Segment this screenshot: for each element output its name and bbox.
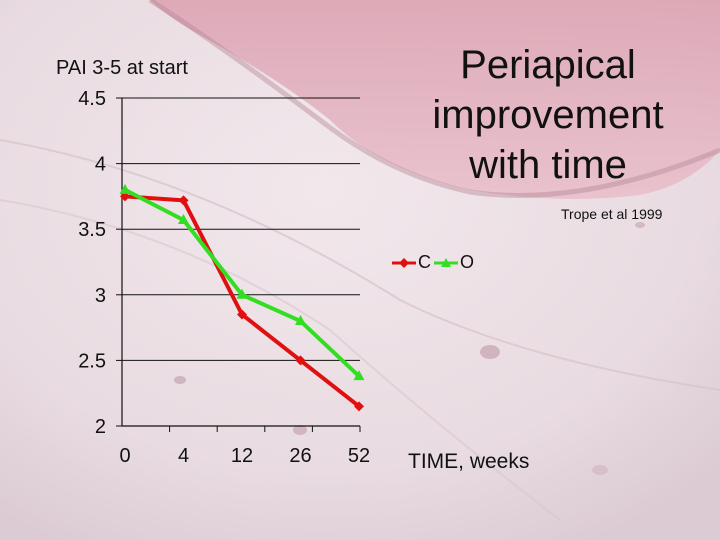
data-point-o: [119, 183, 131, 194]
x-tick-label: 52: [348, 445, 370, 467]
data-point-o: [236, 288, 248, 299]
data-point-c: [295, 355, 306, 366]
x-tick-label: 4: [178, 445, 189, 467]
citation: Trope et al 1999: [561, 206, 663, 222]
legend-label-c: C: [418, 252, 431, 272]
y-axis-label: PAI 3-5 at start: [56, 57, 188, 79]
slide-title: Periapical improvement with time: [432, 43, 664, 187]
y-tick-label: 4: [95, 154, 106, 176]
data-point-o: [295, 315, 306, 326]
legend-marker-c: [392, 257, 416, 268]
legend-entry-o: O: [434, 252, 474, 273]
legend-entry-c: C: [392, 252, 431, 273]
legend: C O: [392, 252, 474, 273]
y-tick-label: 3.5: [78, 219, 106, 241]
data-point-c: [354, 401, 364, 412]
data-point-c: [237, 309, 247, 320]
x-tick-label: 26: [289, 445, 311, 467]
x-tick-label: 12: [231, 445, 253, 467]
series-line-o: [124, 188, 361, 378]
x-tick-labels: 0 4 12 26 52: [119, 445, 370, 467]
y-tick-label: 3: [95, 285, 106, 307]
series: [119, 183, 365, 412]
y-tick-label: 2: [95, 416, 106, 438]
y-tick-label: 2.5: [78, 350, 106, 372]
gridlines: [116, 97, 360, 427]
data-point-o: [178, 214, 189, 225]
legend-marker-o: [434, 257, 458, 267]
axes: [121, 98, 361, 432]
y-tick-label: 4.5: [78, 88, 106, 110]
series-line-c: [124, 194, 361, 408]
x-axis-label: TIME, weeks: [408, 450, 530, 473]
data-point-c: [120, 191, 130, 202]
pink-tissue-region: [150, 0, 720, 199]
y-tick-labels: 4.5 4 3.5 3 2.5 2: [78, 88, 106, 438]
data-point-o: [353, 370, 365, 381]
legend-label-o: O: [460, 252, 475, 272]
x-tick-label: 0: [119, 445, 130, 467]
data-point-c: [178, 195, 189, 206]
